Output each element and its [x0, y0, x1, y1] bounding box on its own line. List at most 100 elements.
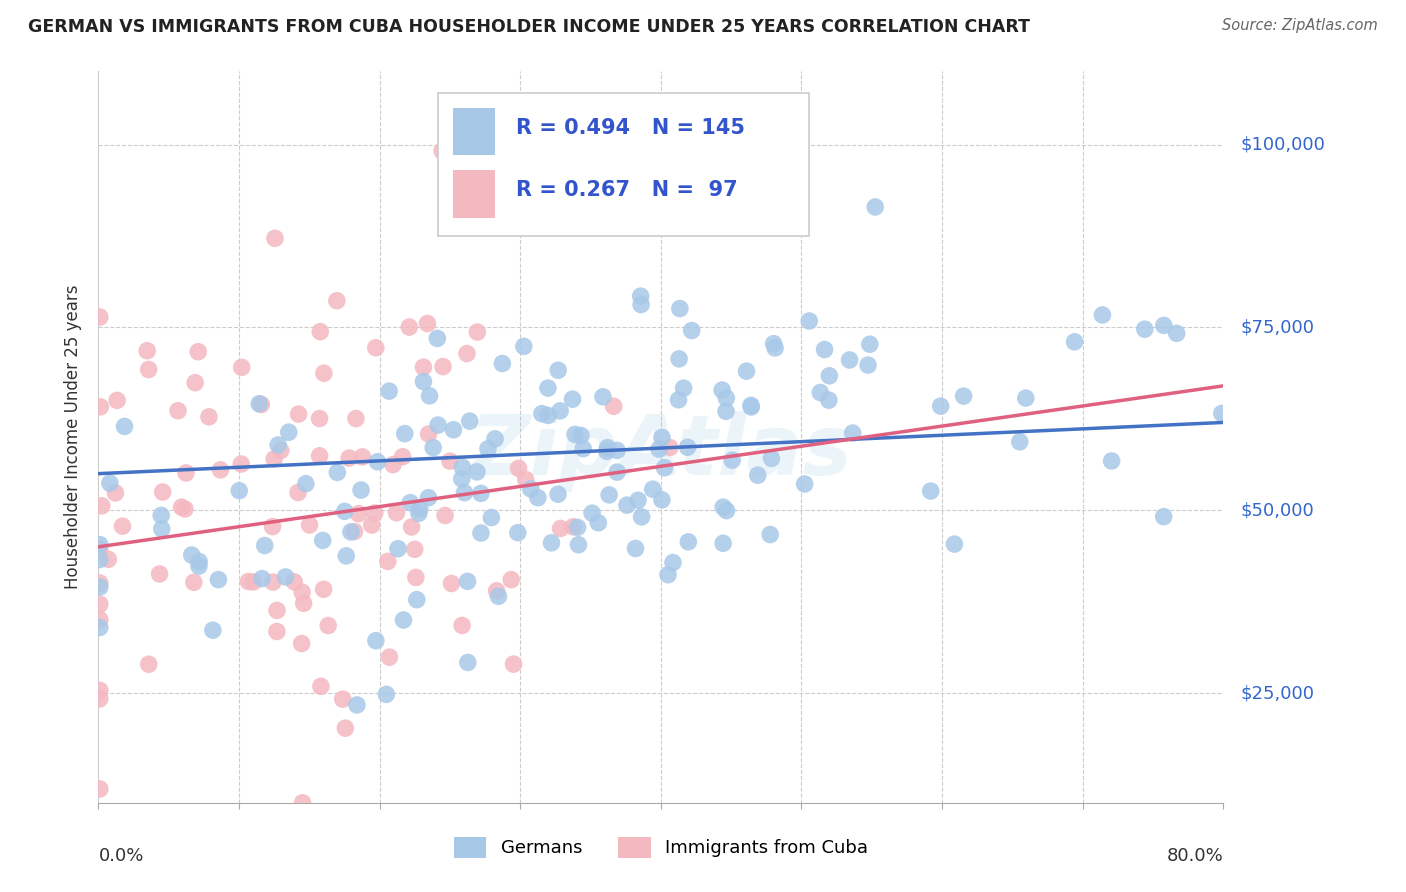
Point [434, 508, 457, 523]
Point [562, 520, 585, 534]
Point [763, 341, 786, 355]
Point [89, 310, 111, 324]
Point [364, 633, 387, 648]
Point [89, 541, 111, 556]
Point [111, 519, 134, 533]
Point [859, 337, 882, 351]
Point [416, 317, 439, 331]
Point [1091, 308, 1114, 322]
Point [606, 465, 628, 479]
Point [761, 451, 783, 466]
Point [188, 559, 211, 574]
Point [266, 624, 288, 639]
Point [668, 351, 690, 366]
Point [340, 524, 363, 539]
Point [519, 482, 541, 496]
Point [250, 572, 273, 586]
Point [513, 339, 536, 353]
Text: 80.0%: 80.0% [1167, 847, 1223, 864]
Point [98, 476, 121, 491]
Point [231, 457, 253, 471]
Point [207, 573, 229, 587]
Point [90, 499, 112, 513]
Point [375, 687, 398, 701]
Point [488, 589, 510, 603]
Point [267, 438, 290, 452]
Point [262, 519, 284, 533]
Text: $100,000: $100,000 [1240, 136, 1324, 153]
Point [150, 522, 173, 536]
Point [89, 538, 111, 552]
Point [89, 576, 111, 591]
Point [443, 423, 465, 437]
Point [592, 390, 614, 404]
Point [627, 493, 650, 508]
Point [711, 536, 734, 550]
Point [952, 389, 974, 403]
Point [89, 580, 111, 594]
Point [662, 556, 685, 570]
Legend: Germans, Immigrants from Cuba: Germans, Immigrants from Cuba [444, 828, 877, 867]
Point [547, 487, 569, 501]
Point [308, 449, 330, 463]
Point [630, 297, 652, 311]
Point [1063, 334, 1085, 349]
Point [1153, 318, 1175, 333]
Point [929, 399, 952, 413]
Point [657, 567, 679, 582]
Point [747, 468, 769, 483]
Point [572, 442, 595, 456]
Point [676, 440, 699, 454]
Point [681, 324, 703, 338]
Point [596, 444, 619, 458]
Point [344, 411, 367, 425]
Point [335, 721, 357, 735]
Point [711, 383, 734, 397]
Point [1008, 434, 1031, 449]
Point [377, 554, 399, 568]
Point [89, 781, 111, 796]
Point [404, 542, 426, 557]
Point [391, 450, 413, 464]
Point [298, 518, 321, 533]
Point [856, 358, 879, 372]
Point [89, 552, 111, 566]
Point [419, 389, 441, 403]
Point [291, 585, 314, 599]
Point [152, 485, 174, 500]
Point [818, 393, 841, 408]
Point [292, 596, 315, 610]
Point [547, 363, 569, 377]
Point [527, 491, 550, 505]
Point [740, 400, 762, 414]
Point [465, 465, 488, 479]
Point [716, 391, 738, 405]
Point [470, 526, 492, 541]
Point [408, 506, 430, 520]
Point [89, 683, 111, 698]
Point [333, 504, 356, 518]
Point [453, 485, 475, 500]
Point [501, 573, 523, 587]
Point [326, 466, 349, 480]
Point [1101, 454, 1123, 468]
Point [183, 575, 205, 590]
Point [818, 368, 841, 383]
Point [262, 575, 284, 590]
Point [1211, 407, 1233, 421]
Point [548, 404, 571, 418]
FancyBboxPatch shape [439, 94, 810, 235]
Point [502, 657, 524, 672]
Text: Source: ZipAtlas.com: Source: ZipAtlas.com [1222, 18, 1378, 33]
Point [347, 507, 370, 521]
Point [714, 404, 737, 418]
Text: $50,000: $50,000 [1240, 501, 1313, 519]
Point [838, 353, 860, 368]
Point [506, 525, 529, 540]
Point [457, 656, 479, 670]
Point [405, 592, 427, 607]
Point [412, 360, 434, 375]
Point [242, 574, 264, 589]
Point [427, 418, 450, 433]
Point [456, 346, 478, 360]
